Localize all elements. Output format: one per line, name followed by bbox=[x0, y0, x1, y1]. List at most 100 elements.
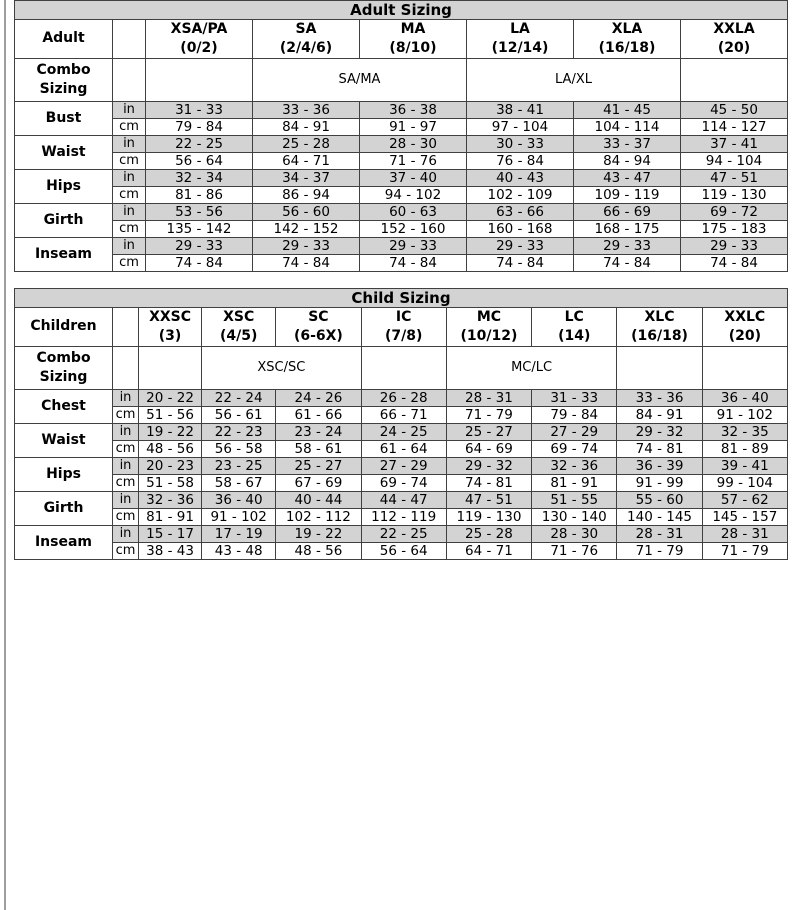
size-column-header: SA (2/4/6) bbox=[252, 19, 360, 59]
size-numbers: (12/14) bbox=[491, 39, 549, 56]
table-gap bbox=[14, 272, 788, 288]
size-range-cell: 81 - 89 bbox=[701, 439, 789, 458]
size-range-cell: 33 - 36 bbox=[252, 100, 360, 119]
size-range-cell: 94 - 104 bbox=[680, 151, 788, 170]
size-range-cell: 40 - 43 bbox=[466, 168, 574, 187]
size-code: XXLA bbox=[713, 21, 755, 37]
size-range-cell: 28 - 30 bbox=[359, 134, 467, 153]
unit-label: cm bbox=[112, 117, 146, 136]
size-range-cell: 56 - 64 bbox=[145, 151, 253, 170]
size-numbers: (8/10) bbox=[389, 39, 437, 56]
size-range-cell: 32 - 36 bbox=[137, 490, 203, 509]
size-range-cell: 79 - 84 bbox=[145, 117, 253, 136]
size-numbers: (14) bbox=[558, 327, 591, 344]
unit-label: in bbox=[112, 168, 146, 187]
size-range-cell: 145 - 157 bbox=[701, 507, 789, 526]
combo-sizing-cell bbox=[616, 345, 703, 390]
size-range-cell: 61 - 64 bbox=[360, 439, 447, 458]
size-code: XLC bbox=[644, 308, 675, 325]
size-range-cell: 140 - 145 bbox=[616, 507, 703, 526]
size-range-cell: 28 - 30 bbox=[531, 524, 618, 543]
size-range-cell: 175 - 183 bbox=[680, 219, 788, 238]
unit-label: cm bbox=[112, 507, 139, 526]
combo-sizing-cell: LA/XL bbox=[466, 57, 681, 102]
size-range-cell: 74 - 84 bbox=[466, 253, 574, 272]
size-range-cell: 79 - 84 bbox=[531, 405, 618, 424]
size-range-cell: 76 - 84 bbox=[466, 151, 574, 170]
unit-label: in bbox=[112, 134, 146, 153]
size-column-header: IC (7/8) bbox=[360, 306, 447, 347]
size-numbers: (7/8) bbox=[384, 327, 423, 344]
size-range-cell: 25 - 27 bbox=[275, 456, 362, 475]
size-range-cell: 71 - 76 bbox=[359, 151, 467, 170]
size-code: SC bbox=[308, 308, 329, 325]
size-range-cell: 31 - 33 bbox=[145, 100, 253, 119]
size-range-cell: 48 - 56 bbox=[275, 541, 362, 560]
size-range-cell: 86 - 94 bbox=[252, 185, 360, 204]
size-column-header: XLA (16/18) bbox=[573, 19, 681, 59]
combo-unit-spacer bbox=[112, 57, 146, 102]
size-column-header: MC (10/12) bbox=[445, 306, 533, 347]
measurement-label: Inseam bbox=[14, 236, 113, 272]
unit-label: in bbox=[112, 236, 146, 255]
size-range-cell: 81 - 86 bbox=[145, 185, 253, 204]
size-range-cell: 26 - 28 bbox=[360, 388, 447, 407]
size-range-cell: 51 - 55 bbox=[531, 490, 618, 509]
size-range-cell: 43 - 48 bbox=[201, 541, 277, 560]
size-range-cell: 37 - 41 bbox=[680, 134, 788, 153]
size-range-cell: 102 - 109 bbox=[466, 185, 574, 204]
unit-label: in bbox=[112, 202, 146, 221]
size-numbers: (20) bbox=[728, 327, 761, 344]
combo-sizing-label: Combo Sizing bbox=[14, 345, 113, 390]
unit-column-spacer bbox=[112, 306, 139, 347]
size-range-cell: 58 - 67 bbox=[201, 473, 277, 492]
size-range-cell: 119 - 130 bbox=[680, 185, 788, 204]
size-range-cell: 28 - 31 bbox=[616, 524, 703, 543]
combo-sizing-cell bbox=[680, 57, 788, 102]
size-range-cell: 63 - 66 bbox=[466, 202, 574, 221]
size-numbers: (16/18) bbox=[598, 39, 656, 56]
table-title: Child Sizing bbox=[14, 287, 788, 308]
size-code: XLA bbox=[611, 21, 643, 37]
size-range-cell: 29 - 33 bbox=[680, 236, 788, 255]
size-numbers: (20) bbox=[717, 39, 751, 56]
size-column-header: LC (14) bbox=[531, 306, 618, 347]
size-code: IC bbox=[395, 308, 412, 325]
page-left-rule bbox=[4, 0, 6, 910]
unit-label: cm bbox=[112, 541, 139, 560]
size-code: XSA/PA bbox=[170, 21, 228, 37]
size-range-cell: 160 - 168 bbox=[466, 219, 574, 238]
size-range-cell: 74 - 84 bbox=[145, 253, 253, 272]
size-range-cell: 56 - 64 bbox=[360, 541, 447, 560]
size-range-cell: 36 - 39 bbox=[616, 456, 703, 475]
size-range-cell: 74 - 84 bbox=[680, 253, 788, 272]
group-label: Adult bbox=[14, 19, 113, 59]
size-range-cell: 24 - 26 bbox=[275, 388, 362, 407]
size-range-cell: 64 - 71 bbox=[252, 151, 360, 170]
size-range-cell: 66 - 69 bbox=[573, 202, 681, 221]
size-range-cell: 61 - 66 bbox=[275, 405, 362, 424]
size-range-cell: 130 - 140 bbox=[531, 507, 618, 526]
size-range-cell: 48 - 56 bbox=[137, 439, 203, 458]
size-range-cell: 64 - 71 bbox=[445, 541, 533, 560]
size-numbers: (6-6X) bbox=[293, 327, 343, 344]
measurement-label: Hips bbox=[14, 456, 113, 492]
size-column-header: XLC (16/18) bbox=[616, 306, 703, 347]
size-range-cell: 56 - 58 bbox=[201, 439, 277, 458]
unit-column-spacer bbox=[112, 19, 146, 59]
size-range-cell: 45 - 50 bbox=[680, 100, 788, 119]
measurement-label: Bust bbox=[14, 100, 113, 136]
size-range-cell: 55 - 60 bbox=[616, 490, 703, 509]
size-range-cell: 56 - 60 bbox=[252, 202, 360, 221]
size-range-cell: 32 - 36 bbox=[531, 456, 618, 475]
size-range-cell: 29 - 33 bbox=[573, 236, 681, 255]
combo-sizing-cell bbox=[145, 57, 253, 102]
size-numbers: (10/12) bbox=[460, 327, 518, 344]
size-range-cell: 104 - 114 bbox=[573, 117, 681, 136]
combo-sizing-label: Combo Sizing bbox=[14, 57, 113, 102]
size-range-cell: 102 - 112 bbox=[275, 507, 362, 526]
combo-sizing-cell: SA/MA bbox=[252, 57, 467, 102]
unit-label: in bbox=[112, 456, 139, 475]
size-range-cell: 44 - 47 bbox=[360, 490, 447, 509]
size-range-cell: 66 - 71 bbox=[360, 405, 447, 424]
